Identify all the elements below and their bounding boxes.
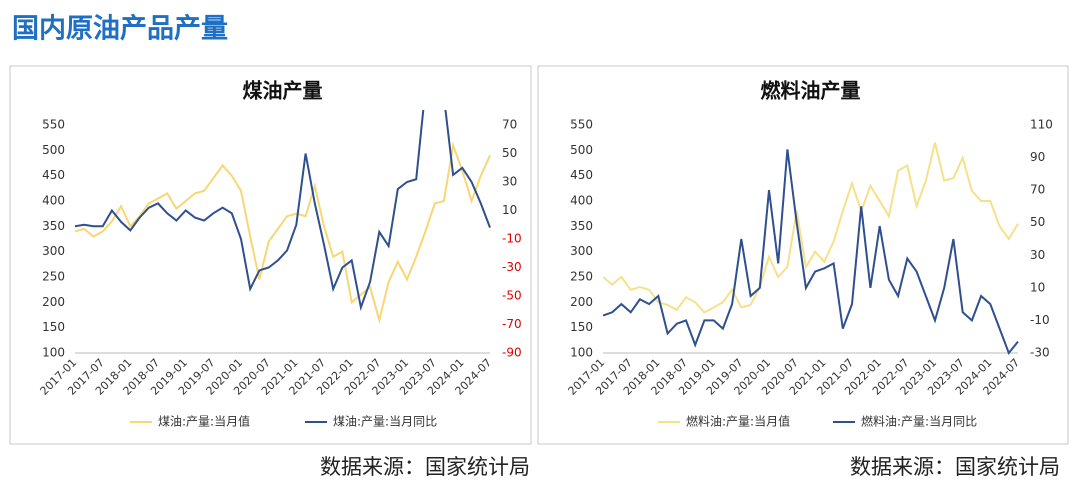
y-tick-label: 400 bbox=[570, 194, 593, 208]
page-title: 国内原油产品产量 bbox=[12, 14, 228, 45]
plot-area bbox=[603, 142, 1019, 355]
series-line bbox=[603, 149, 1019, 355]
y2-tick-label: 10 bbox=[502, 203, 517, 217]
y-tick-label: 350 bbox=[42, 219, 65, 233]
series-line bbox=[75, 110, 491, 312]
y-tick-label: 450 bbox=[42, 168, 65, 182]
y2-tick-label: -10 bbox=[1030, 313, 1050, 327]
chart-title: 燃料油产量 bbox=[761, 79, 861, 103]
y2-tick-label: -30 bbox=[502, 260, 522, 274]
y2-tick-label: 50 bbox=[1030, 215, 1045, 229]
chart-panel bbox=[9, 65, 532, 445]
legend-label: 燃料油:产量:当月同比 bbox=[861, 414, 977, 429]
y-tick-label: 150 bbox=[42, 320, 65, 334]
y-tick-label: 550 bbox=[570, 118, 593, 132]
plot-area bbox=[75, 110, 491, 325]
chart-title: 煤油产量 bbox=[243, 79, 323, 103]
y-tick-label: 250 bbox=[42, 270, 65, 284]
series-line bbox=[75, 141, 491, 325]
y2-tick-label: 70 bbox=[502, 118, 517, 132]
legend-label: 煤油:产量:当月值 bbox=[158, 414, 250, 429]
y-tick-label: 500 bbox=[42, 143, 65, 157]
y-tick-label: 300 bbox=[42, 244, 65, 258]
y-tick-label: 400 bbox=[42, 194, 65, 208]
legend-label: 燃料油:产量:当月值 bbox=[686, 414, 790, 429]
y-tick-label: 100 bbox=[42, 346, 65, 360]
y-tick-label: 450 bbox=[570, 168, 593, 182]
y2-tick-label: -90 bbox=[502, 346, 522, 360]
y2-tick-label: -10 bbox=[502, 232, 522, 246]
y2-tick-label: 50 bbox=[502, 146, 517, 160]
y-tick-label: 300 bbox=[570, 244, 593, 258]
y-tick-label: 250 bbox=[570, 270, 593, 284]
y-tick-label: 200 bbox=[570, 295, 593, 309]
series-line bbox=[603, 142, 1019, 314]
y-tick-label: 550 bbox=[42, 118, 65, 132]
y2-tick-label: -70 bbox=[502, 317, 522, 331]
y-tick-label: 100 bbox=[570, 346, 593, 360]
y2-tick-label: 110 bbox=[1030, 118, 1053, 132]
legend-label: 煤油:产量:当月同比 bbox=[333, 415, 437, 429]
y2-tick-label: -30 bbox=[1030, 346, 1050, 360]
source-note: 数据来源：国家统计局 bbox=[320, 455, 530, 479]
y-tick-label: 150 bbox=[570, 320, 593, 334]
y2-tick-label: 30 bbox=[1030, 248, 1045, 262]
y-tick-label: 500 bbox=[570, 143, 593, 157]
y2-tick-label: 70 bbox=[1030, 183, 1045, 197]
y-tick-label: 200 bbox=[42, 295, 65, 309]
y2-tick-label: 10 bbox=[1030, 280, 1045, 294]
y2-tick-label: -50 bbox=[502, 289, 522, 303]
y-tick-label: 350 bbox=[570, 219, 593, 233]
source-note: 数据来源：国家统计局 bbox=[850, 455, 1060, 479]
y2-tick-label: 30 bbox=[502, 175, 517, 189]
y2-tick-label: 90 bbox=[1030, 150, 1045, 164]
